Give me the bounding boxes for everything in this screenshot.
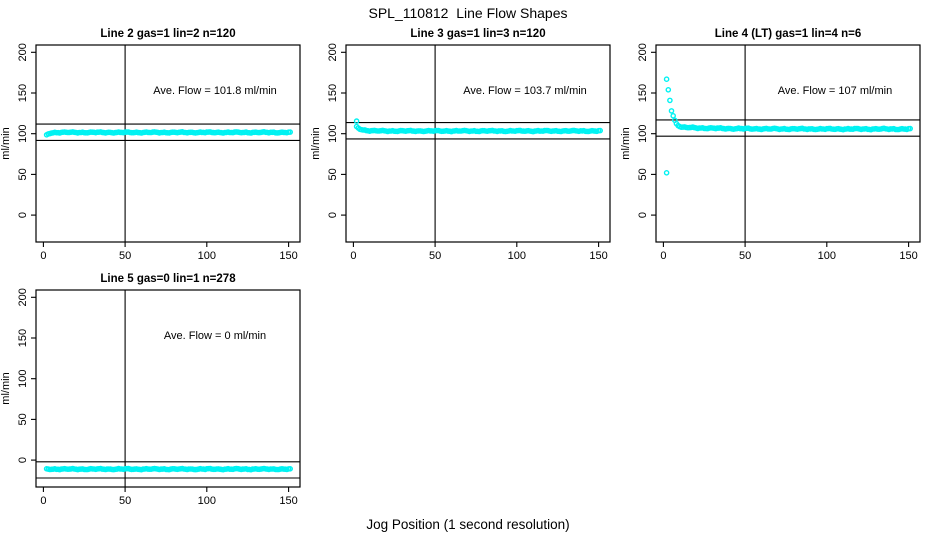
y-axis-label: ml/min	[0, 372, 12, 404]
x-tick-label: 0	[660, 250, 666, 262]
y-tick-label: 200	[327, 43, 339, 61]
panel-title: Line 2 gas=1 lin=2 n=120	[100, 28, 235, 40]
y-tick-label: 50	[17, 413, 29, 425]
y-axis-label: ml/min	[0, 127, 12, 159]
data-points	[43, 465, 294, 473]
y-tick-label: 150	[17, 84, 29, 102]
reference-lines	[346, 45, 610, 242]
y-tick-label: 100	[637, 125, 649, 143]
x-tick-label: 100	[198, 495, 216, 507]
plot-box	[35, 289, 301, 488]
ave-flow-annotation: Ave. Flow = 103.7 ml/min	[463, 85, 587, 97]
y-tick-label: 50	[327, 168, 339, 180]
reference-lines	[656, 45, 920, 242]
x-tick-label: 150	[279, 250, 297, 262]
x-tick-label: 0	[40, 250, 46, 262]
x-axis: 0 50 100 150	[350, 242, 608, 262]
y-axis: 0 50 100 150 200 ml/min	[310, 43, 346, 218]
data-points	[43, 128, 294, 138]
panel-line5: 0 50 100 150 0 50 100 150 200 ml/min Line 5 gas=0 …	[0, 273, 301, 507]
x-tick-label: 50	[429, 250, 441, 262]
plot-box	[35, 44, 301, 243]
y-tick-label: 0	[327, 212, 339, 218]
y-axis: 0 50 100 150 200 ml/min	[0, 288, 36, 463]
panel-line3: 0 50 100 150 0 50 100 150 200 ml/min Line 3 gas=1 …	[310, 28, 611, 262]
panel-title: Line 5 gas=0 lin=1 n=278	[100, 273, 236, 285]
x-tick-label: 150	[899, 250, 917, 262]
y-axis-label: ml/min	[310, 127, 322, 159]
ave-flow-annotation: Ave. Flow = 107 ml/min	[778, 85, 892, 97]
y-axis: 0 50 100 150 200 ml/min	[0, 43, 36, 218]
ave-flow-annotation: Ave. Flow = 0 ml/min	[164, 330, 266, 342]
x-axis: 0 50 100 150	[40, 487, 298, 507]
x-tick-label: 100	[508, 250, 526, 262]
x-tick-label: 50	[119, 495, 131, 507]
data-points	[663, 76, 914, 176]
panel-line2: 0 50 100 150 0 50 100 150 200 ml/min Line 2 gas=1 …	[0, 28, 301, 262]
y-tick-label: 200	[17, 43, 29, 61]
data-points	[353, 118, 604, 135]
x-tick-label: 50	[739, 250, 751, 262]
y-tick-label: 200	[637, 43, 649, 61]
reference-lines	[36, 290, 300, 487]
panel-title: Line 3 gas=1 lin=3 n=120	[410, 28, 545, 40]
y-tick-label: 0	[17, 212, 29, 218]
y-tick-label: 0	[637, 212, 649, 218]
panel-grid: 0 50 100 150 0 50 100 150 200 ml/min Line 2 gas=1 …	[0, 28, 921, 507]
x-tick-label: 50	[119, 250, 131, 262]
reference-lines	[36, 45, 300, 242]
plot-box	[345, 44, 611, 243]
y-tick-label: 200	[17, 288, 29, 306]
x-axis: 0 50 100 150	[660, 242, 918, 262]
y-tick-label: 50	[17, 168, 29, 180]
ave-flow-annotation: Ave. Flow = 101.8 ml/min	[153, 85, 277, 97]
x-tick-label: 150	[589, 250, 607, 262]
x-tick-label: 0	[40, 495, 46, 507]
y-tick-label: 150	[17, 329, 29, 347]
y-tick-label: 50	[637, 168, 649, 180]
x-tick-label: 150	[279, 495, 297, 507]
y-tick-label: 100	[17, 125, 29, 143]
y-tick-label: 100	[17, 370, 29, 388]
y-tick-label: 0	[17, 457, 29, 463]
panel-title: Line 4 (LT) gas=1 lin=4 n=6	[715, 28, 861, 40]
x-tick-label: 100	[198, 250, 216, 262]
x-tick-label: 100	[818, 250, 836, 262]
y-tick-label: 150	[327, 84, 339, 102]
panel-line4: 0 50 100 150 0 50 100 150 200 ml/min Line 4 (LT) g…	[620, 28, 921, 262]
y-axis-label: ml/min	[620, 127, 632, 159]
y-axis: 0 50 100 150 200 ml/min	[620, 43, 656, 218]
figure-title: SPL_110812 Line Flow Shapes	[369, 5, 568, 21]
figure-x-axis-label: Jog Position (1 second resolution)	[366, 517, 569, 532]
plot-box	[655, 44, 921, 243]
x-axis: 0 50 100 150	[40, 242, 298, 262]
y-tick-label: 150	[637, 84, 649, 102]
x-tick-label: 0	[350, 250, 356, 262]
y-tick-label: 100	[327, 125, 339, 143]
